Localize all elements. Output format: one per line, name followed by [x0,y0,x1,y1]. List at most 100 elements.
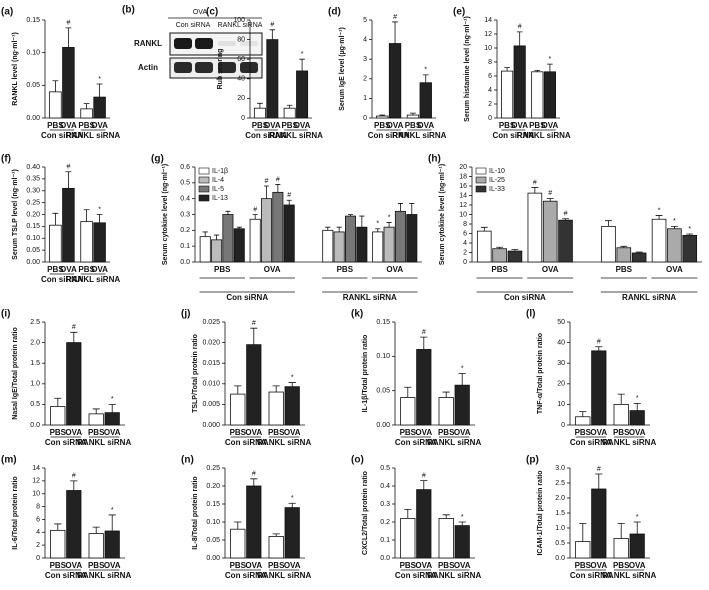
chart-panel: (i)Nasal IgE/Total protein ratio 0.0 0.5 1.… [1,309,131,447]
group-label: Con siRNA [245,131,287,140]
x-tick-label: OVA [264,121,281,130]
y-tick-label: 0.5 [380,465,390,472]
x-tick-label: PBS [400,428,417,437]
y-axis-label: TNF-α/Total protein ratio [537,333,544,414]
y-tick-label: 10 [32,491,40,498]
x-tick-label: OVA [294,121,311,130]
bar [80,221,93,263]
bar [344,215,357,263]
legend-swatch [198,167,210,175]
y-tick-label: 6 [488,73,492,80]
group-label: RANKL siRNA [517,131,571,140]
chart-panel: (d)Serum IgE level (µg·ml⁻¹)012345PBSOVA… [328,7,447,140]
y-tick-label: 6 [463,230,467,237]
error-bar [655,215,663,220]
error-bar [409,203,415,215]
bar [613,538,629,559]
error-bar [617,393,625,405]
bar [49,224,62,263]
error-bar [458,373,466,386]
significance-mark: # [252,320,256,327]
group-label: Con siRNA [395,571,437,580]
bar [406,114,420,119]
y-tick-label: 20 [237,95,245,102]
treatment-label: OVA [193,9,208,16]
y-tick-label: 0.0 [380,555,390,562]
y-tick-label: 0.15 [206,501,220,508]
error-bar [595,473,603,489]
x-tick-label: OVA [65,561,82,570]
group-label: Con siRNA [368,131,410,140]
bar [88,413,104,426]
error-bar [504,67,510,72]
bar [322,229,334,263]
group-label: Con siRNA [504,293,546,302]
error-bar [347,214,354,217]
chart-panel: (k) IL-1β/Total protein ratio 0.00 0.05 0.10… [351,309,481,447]
y-tick-label: 2 [463,249,467,256]
bar [629,410,645,426]
y-axis-label: Serum histamine level (ng·ml⁻¹) [464,16,471,122]
bar [93,96,106,119]
legend-swatch [475,167,487,175]
group-label: RANKL siRNA [218,22,263,29]
y-axis-label: IL-1β/Total protein ratio [362,335,369,413]
x-tick-label: PBS [400,561,417,570]
error-bar [269,29,276,40]
panel-label: (i) [1,309,10,320]
x-tick-label: OVA [65,428,82,437]
x-tick-label: OVA [60,121,77,130]
y-tick-label: 2 [363,76,367,83]
error-bar [234,385,242,395]
error-bar [275,184,281,193]
row-label: RANKL [134,39,162,48]
y-tick-label: 0.25 [26,199,40,206]
y-tick-label: 0.20 [206,483,220,490]
y-tick-label: 0.4 [180,196,190,203]
error-bar [263,185,270,199]
chart-panel: (n) IL-8/Total protein ratio 0.00 0.05 0.10 0… [181,455,311,580]
error-bar [420,480,428,490]
y-tick-label: 14 [32,465,40,472]
x-tick-label: OVA [245,561,262,570]
y-tick-label: 3.0 [555,465,565,472]
bar [454,525,470,559]
significance-mark: * [98,206,101,213]
group-label: RANKL siRNA [602,438,656,447]
error-bar [272,385,280,393]
x-tick-label: PBS [88,561,105,570]
significance-mark: * [291,495,294,502]
x-tick-label: OVA [91,121,108,130]
y-tick-label: 0.005 [202,401,220,408]
y-tick-label: 0.15 [26,17,40,24]
significance-mark: * [111,396,114,403]
significance-mark: # [422,472,426,479]
band [195,38,213,49]
bar [62,187,75,263]
y-tick-label: 0.00 [376,422,390,429]
x-tick-label: PBS [438,561,455,570]
x-tick-label: PBS [252,121,269,130]
significance-mark: * [461,365,464,372]
significance-mark: # [422,329,426,336]
bar [266,39,279,119]
error-bar [214,234,220,240]
y-axis-label: Serum cytokine level (ng·ml⁻¹) [162,164,169,265]
group-label: RANKL siRNA [257,438,311,447]
y-tick-label: 0.2 [180,227,190,234]
y-tick-label: 0.10 [26,50,40,57]
legend-label: IL-4 [212,177,224,184]
y-axis-label: IL-6/Total protein ratio [12,476,19,549]
y-tick-label: 0.10 [26,235,40,242]
y-tick-label: 14 [484,17,492,24]
western-blot: (b) OVA Con siRNA RANKL siRNA RANKL Acti… [122,5,263,79]
x-tick-label: PBS [78,265,95,274]
bar [601,225,616,263]
band [174,38,192,49]
error-bar [336,226,342,232]
bar [591,488,607,559]
error-bar [83,103,90,109]
y-tick-label: 0.0 [30,422,40,429]
y-tick-label: 0.6 [180,164,190,171]
